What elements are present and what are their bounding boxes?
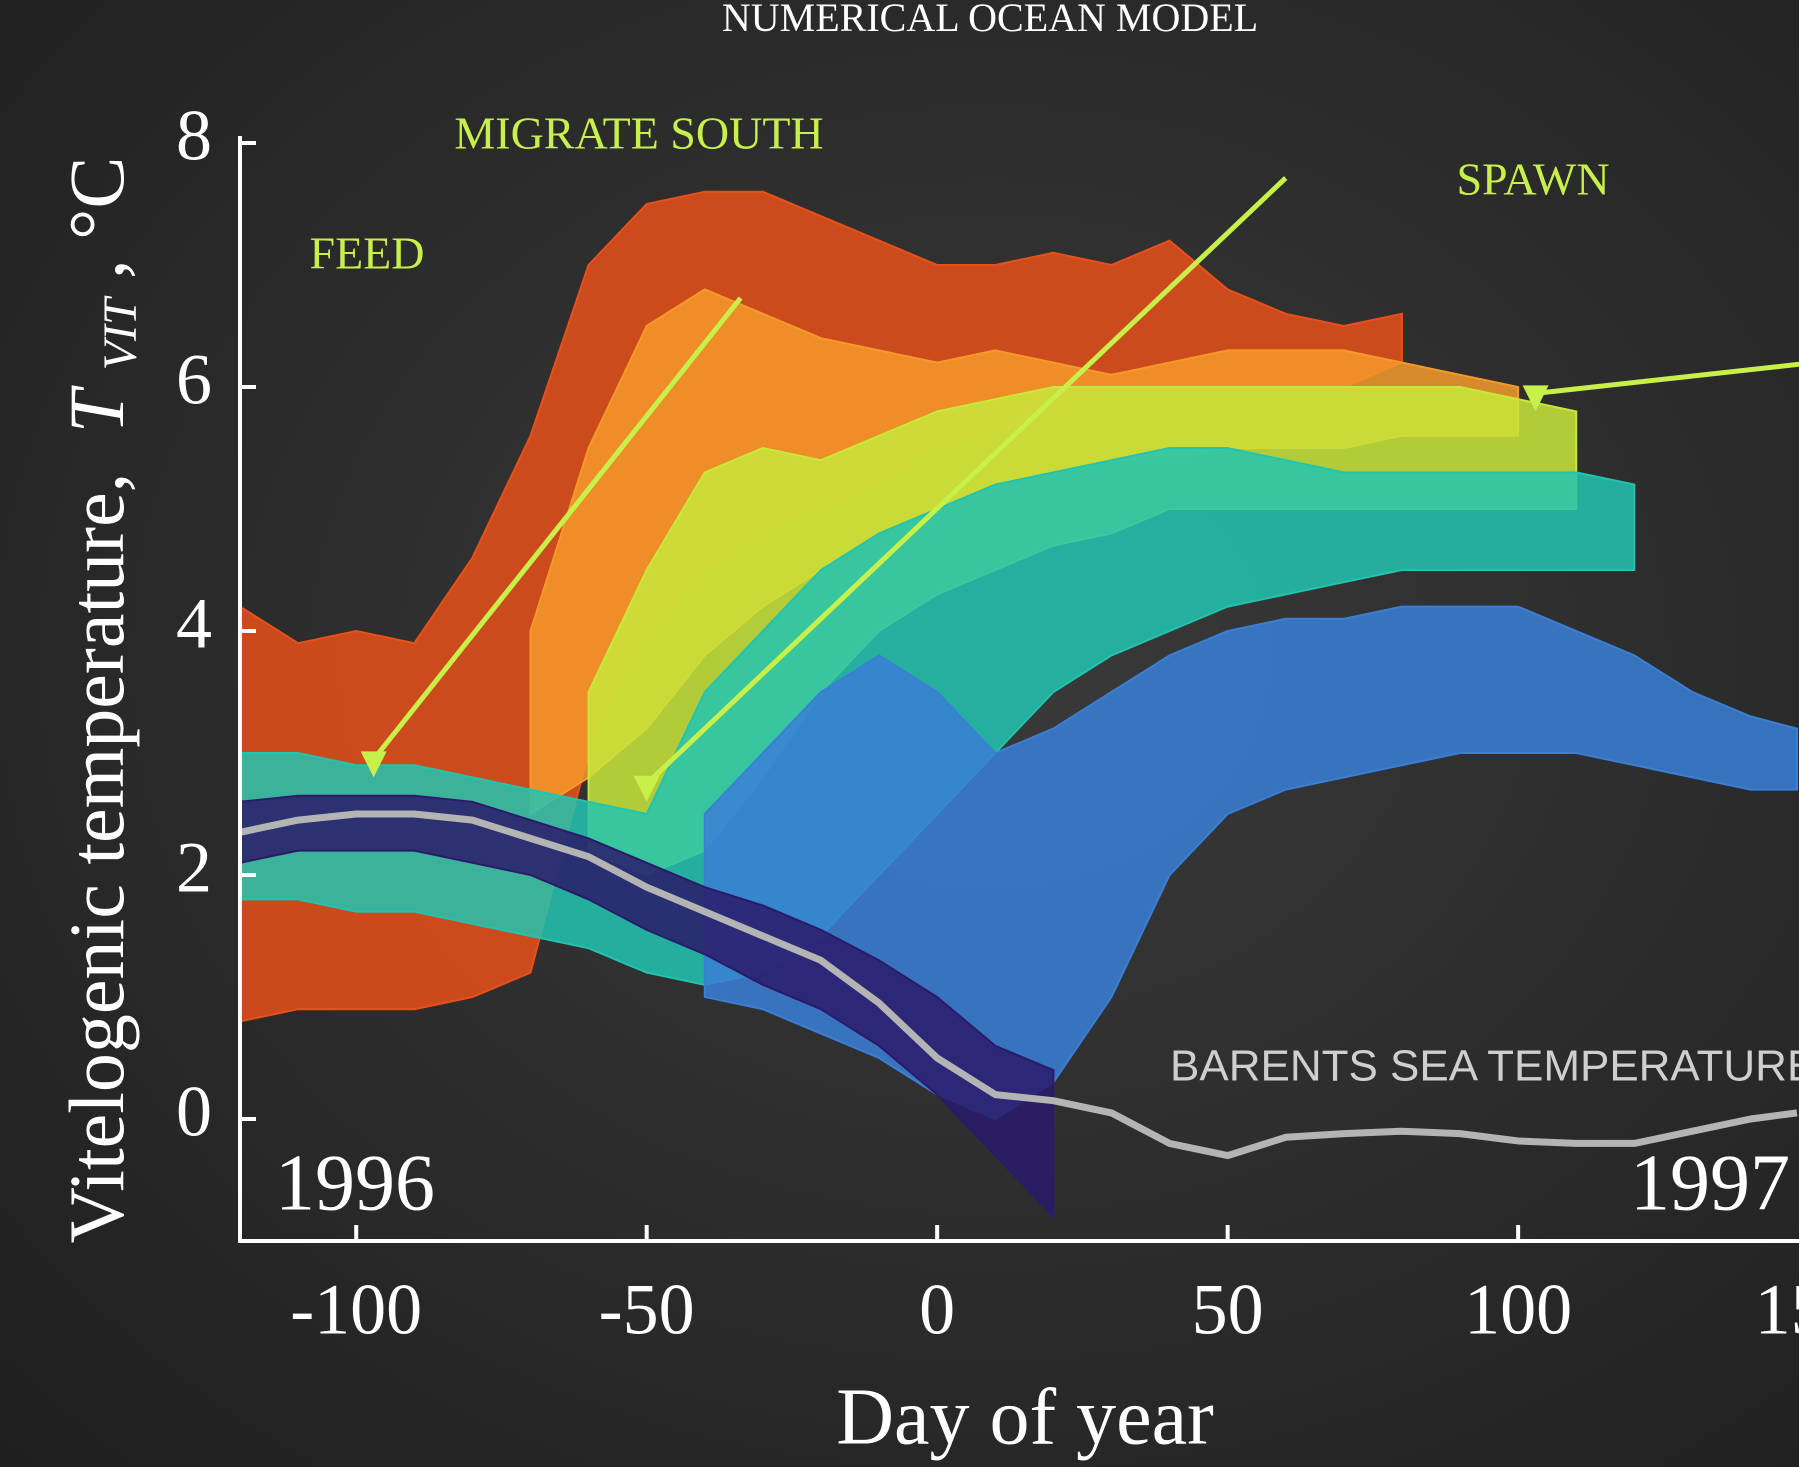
overlay: BARENTS SEA TEMPERATURE 0 2 4 6 8 -100 -50 0 50 10…: [176, 96, 1799, 1350]
y-label-text: Vitelogenic temperature,: [53, 473, 140, 1244]
plot-area: [240, 190, 1798, 1220]
y-tick-label: 4: [176, 584, 212, 664]
x-tick-label: 50: [1192, 1270, 1264, 1350]
x-tick-label: 0: [919, 1270, 955, 1350]
annotation-label: SPAWN: [1456, 154, 1609, 205]
x-tick-label: -100: [290, 1270, 422, 1350]
annotation-label: MIGRATE SOUTH: [454, 108, 823, 159]
y-tick-label: 8: [176, 96, 212, 176]
x-tick-label: 100: [1464, 1270, 1572, 1350]
year-label: 1996: [275, 1139, 435, 1227]
y-label-subscript: VIT: [94, 295, 147, 370]
annotation-arrow: [371, 296, 743, 761]
y-axis-label: Vitelogenic temperature, T VIT , °C: [53, 157, 147, 1244]
annotation-arrowhead: [1522, 385, 1549, 412]
annotation-arrow: [644, 176, 1288, 786]
y-tick-label: 6: [176, 340, 212, 420]
y-label-symbol: T: [53, 385, 140, 433]
y-label-unit: , °C: [53, 157, 140, 279]
annotation-arrowhead: [360, 751, 387, 778]
x-tick-label: -50: [599, 1270, 695, 1350]
ensemble-band: [240, 794, 1055, 1220]
series-label: BARENTS SEA TEMPERATURE: [1170, 1042, 1799, 1091]
x-tick-label: 150: [1755, 1270, 1799, 1350]
x-axis-label: Day of year: [836, 1373, 1214, 1461]
series-line: [240, 810, 1798, 1160]
annotation-arrowhead: [633, 775, 660, 802]
year-label: 1997: [1630, 1139, 1790, 1227]
annotation-arrow: [1535, 361, 1799, 396]
y-tick-label: 0: [176, 1072, 212, 1152]
annotation-label: FEED: [310, 228, 425, 279]
y-tick-label: 2: [176, 828, 212, 908]
chart-title: NUMERICAL OCEAN MODEL: [722, 0, 1258, 40]
